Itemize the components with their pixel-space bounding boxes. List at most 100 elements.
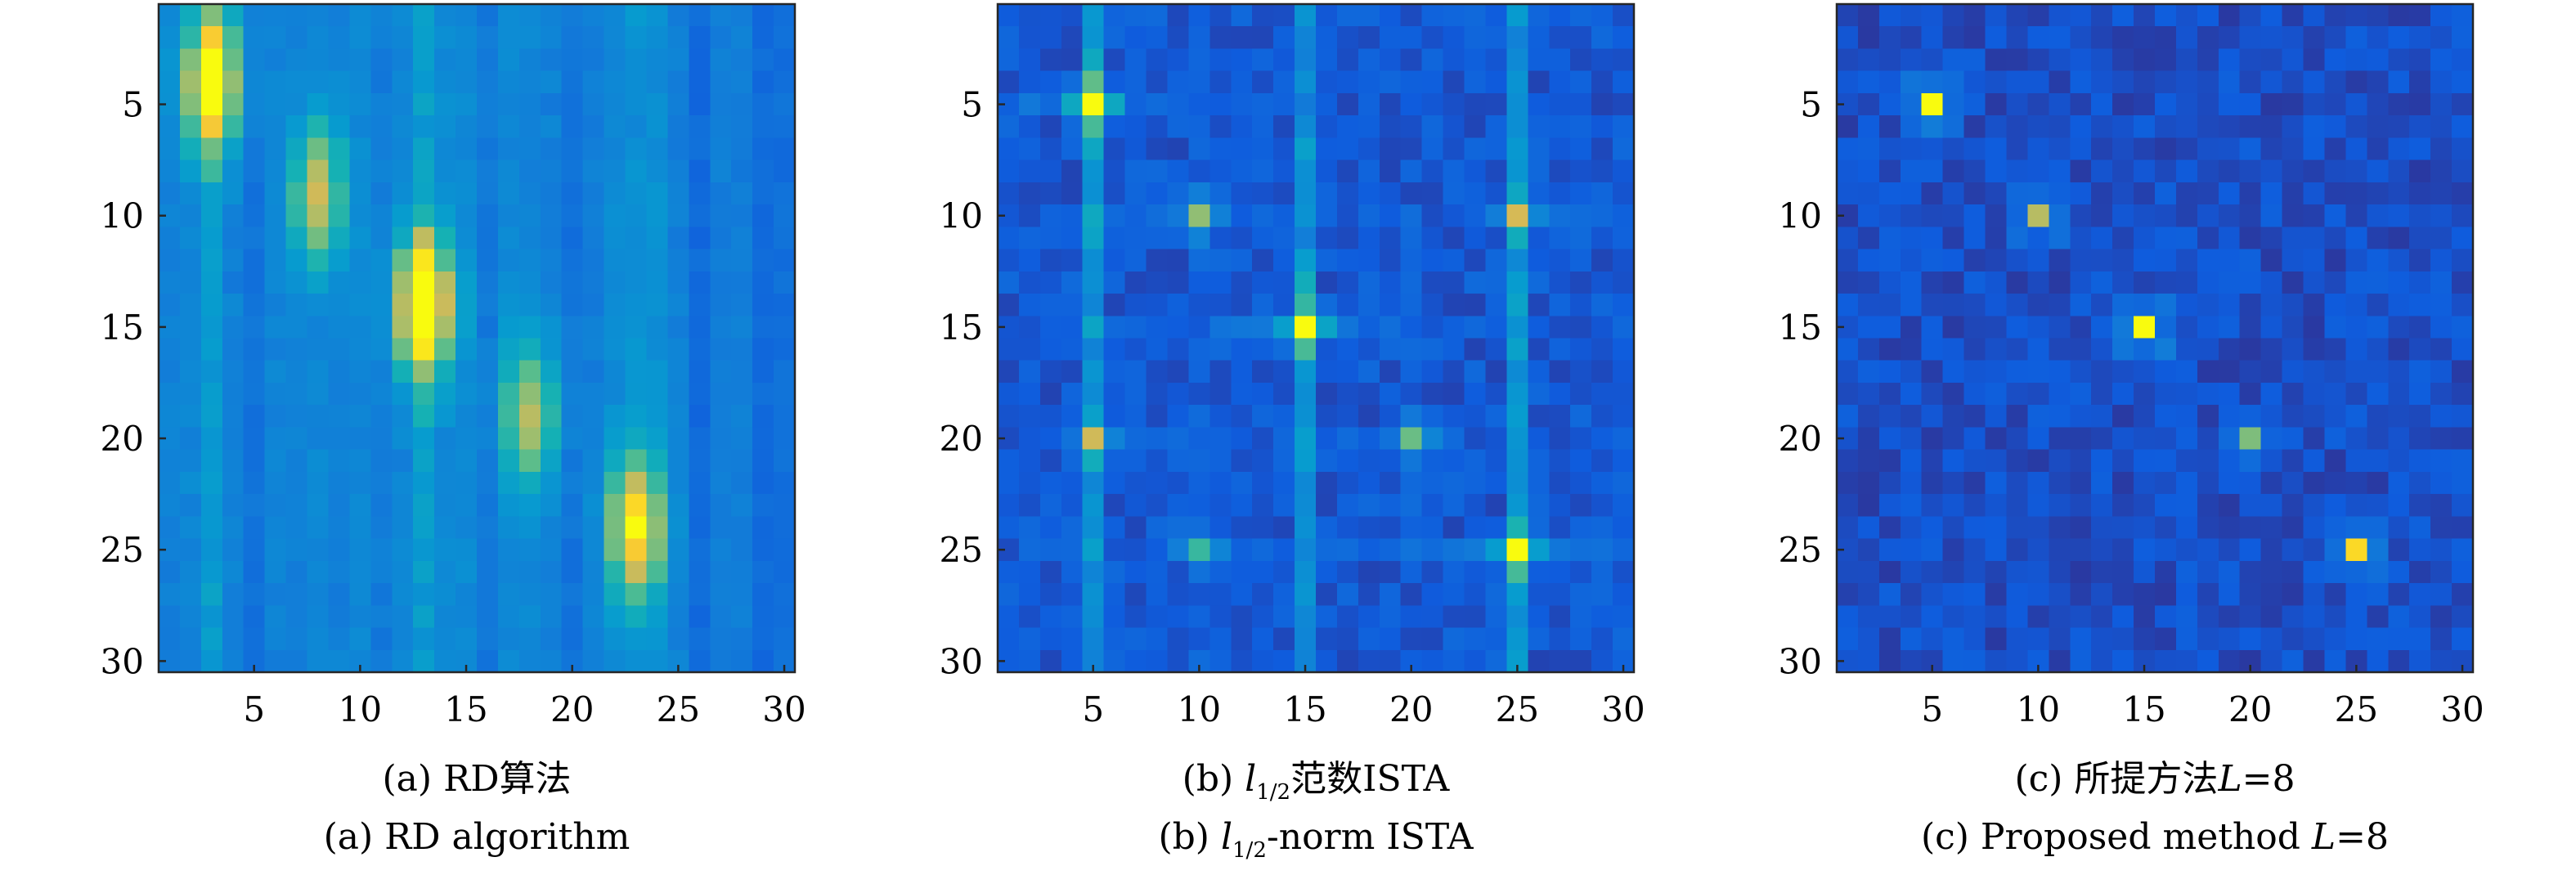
heatmap-cell — [1188, 294, 1210, 316]
heatmap-cell — [2239, 182, 2262, 205]
heatmap-cell — [392, 405, 414, 429]
heatmap-cell — [646, 605, 668, 629]
heatmap-cell — [689, 227, 711, 250]
heatmap-cell — [1613, 538, 1635, 562]
heatmap-cell — [667, 227, 689, 250]
heatmap-cell — [1252, 316, 1274, 339]
heatmap-cell — [1273, 26, 1295, 50]
heatmap-cell — [2303, 538, 2326, 562]
heatmap-cell — [1082, 382, 1105, 406]
heatmap-cell — [1167, 405, 1189, 429]
heatmap-cell — [159, 449, 181, 473]
heatmap-cell — [392, 48, 414, 72]
heatmap-cell — [2282, 338, 2304, 361]
heatmap-cell — [774, 560, 796, 584]
heatmap-cell — [1464, 538, 1487, 562]
heatmap-cell — [2049, 627, 2071, 651]
heatmap-cell — [1061, 494, 1084, 517]
heatmap-cell — [2155, 449, 2177, 473]
heatmap-cell — [2430, 649, 2453, 673]
heatmap-cell — [2197, 115, 2219, 138]
heatmap-cell — [1549, 316, 1571, 339]
heatmap-cell — [1963, 294, 1986, 316]
heatmap-cell — [1421, 204, 1444, 227]
heatmap-cell — [434, 294, 456, 316]
heatmap-cell — [1273, 382, 1295, 406]
heatmap-cell — [1316, 649, 1338, 673]
heatmap-cell — [2303, 583, 2326, 606]
heatmap-cell — [2218, 560, 2241, 584]
heatmap-cell — [2091, 449, 2113, 473]
heatmap-cell — [1018, 204, 1041, 227]
heatmap-cell — [328, 249, 350, 272]
heatmap-cell — [1188, 583, 1210, 606]
heatmap-cell — [1379, 494, 1402, 517]
heatmap-cell — [2345, 338, 2367, 361]
heatmap-cell — [2282, 427, 2304, 451]
heatmap-cell — [456, 70, 478, 94]
heatmap-cell — [2345, 182, 2367, 205]
heatmap-cell — [1837, 471, 1859, 495]
heatmap-cell — [710, 405, 732, 429]
heatmap-cell — [1613, 249, 1635, 272]
heatmap-cell — [1082, 294, 1105, 316]
heatmap-cell — [2070, 48, 2092, 72]
heatmap-cell — [1082, 449, 1105, 473]
heatmap-cell — [1358, 583, 1380, 606]
heatmap-cell — [1018, 538, 1041, 562]
heatmap-cell — [689, 294, 711, 316]
heatmap-cell — [1061, 294, 1084, 316]
heatmap-cell — [752, 182, 774, 205]
heatmap-cell — [604, 115, 626, 138]
heatmap-cell — [1209, 516, 1232, 540]
heatmap-cell — [1400, 538, 1423, 562]
heatmap-cell — [1379, 538, 1402, 562]
heatmap-cell — [1188, 48, 1210, 72]
heatmap-cell — [2260, 494, 2283, 517]
heatmap-cell — [2091, 538, 2113, 562]
heatmap-cell — [497, 516, 520, 540]
heatmap-cell — [1485, 92, 1507, 116]
heatmap-cell — [1613, 316, 1635, 339]
heatmap-cell — [222, 137, 245, 161]
heatmap-cell — [2027, 182, 2049, 205]
heatmap-cell — [2260, 92, 2283, 116]
heatmap-cell — [2112, 583, 2134, 606]
heatmap-cell — [477, 516, 499, 540]
heatmap-cell — [456, 538, 478, 562]
heatmap-cell — [456, 294, 478, 316]
heatmap-cell — [1018, 137, 1041, 161]
heatmap-cell — [2155, 583, 2177, 606]
heatmap-cell — [1570, 427, 1592, 451]
heatmap-cell — [1188, 516, 1210, 540]
heatmap-cell — [1528, 182, 1550, 205]
heatmap-cell — [159, 583, 181, 606]
heatmap-cell — [1146, 494, 1169, 517]
heatmap-cell — [1506, 115, 1528, 138]
heatmap-cell — [307, 115, 330, 138]
heatmap-cell — [1188, 360, 1210, 384]
heatmap-cell — [1613, 182, 1635, 205]
heatmap-cell — [1273, 115, 1295, 138]
heatmap-cell — [1985, 471, 2008, 495]
heatmap-cell — [159, 516, 181, 540]
heatmap-cell — [456, 494, 478, 517]
heatmap-cell — [2155, 471, 2177, 495]
heatmap-cell — [646, 427, 668, 451]
heatmap-cell — [540, 182, 563, 205]
heatmap-cell — [667, 382, 689, 406]
heatmap-cell — [774, 449, 796, 473]
heatmap-cell — [2134, 271, 2156, 294]
heatmap-cell — [1039, 516, 1062, 540]
heatmap-cell — [307, 516, 330, 540]
heatmap-cell — [2409, 338, 2431, 361]
heatmap-cell — [1985, 449, 2008, 473]
heatmap-cell — [1570, 405, 1592, 429]
heatmap-cell — [561, 583, 584, 606]
heatmap-cell — [1252, 449, 1274, 473]
heatmap-cell — [1985, 360, 2008, 384]
heatmap-cell — [710, 516, 732, 540]
heatmap-cell — [2409, 471, 2431, 495]
heatmap-cell — [2367, 471, 2389, 495]
heatmap-cell — [1273, 227, 1295, 250]
